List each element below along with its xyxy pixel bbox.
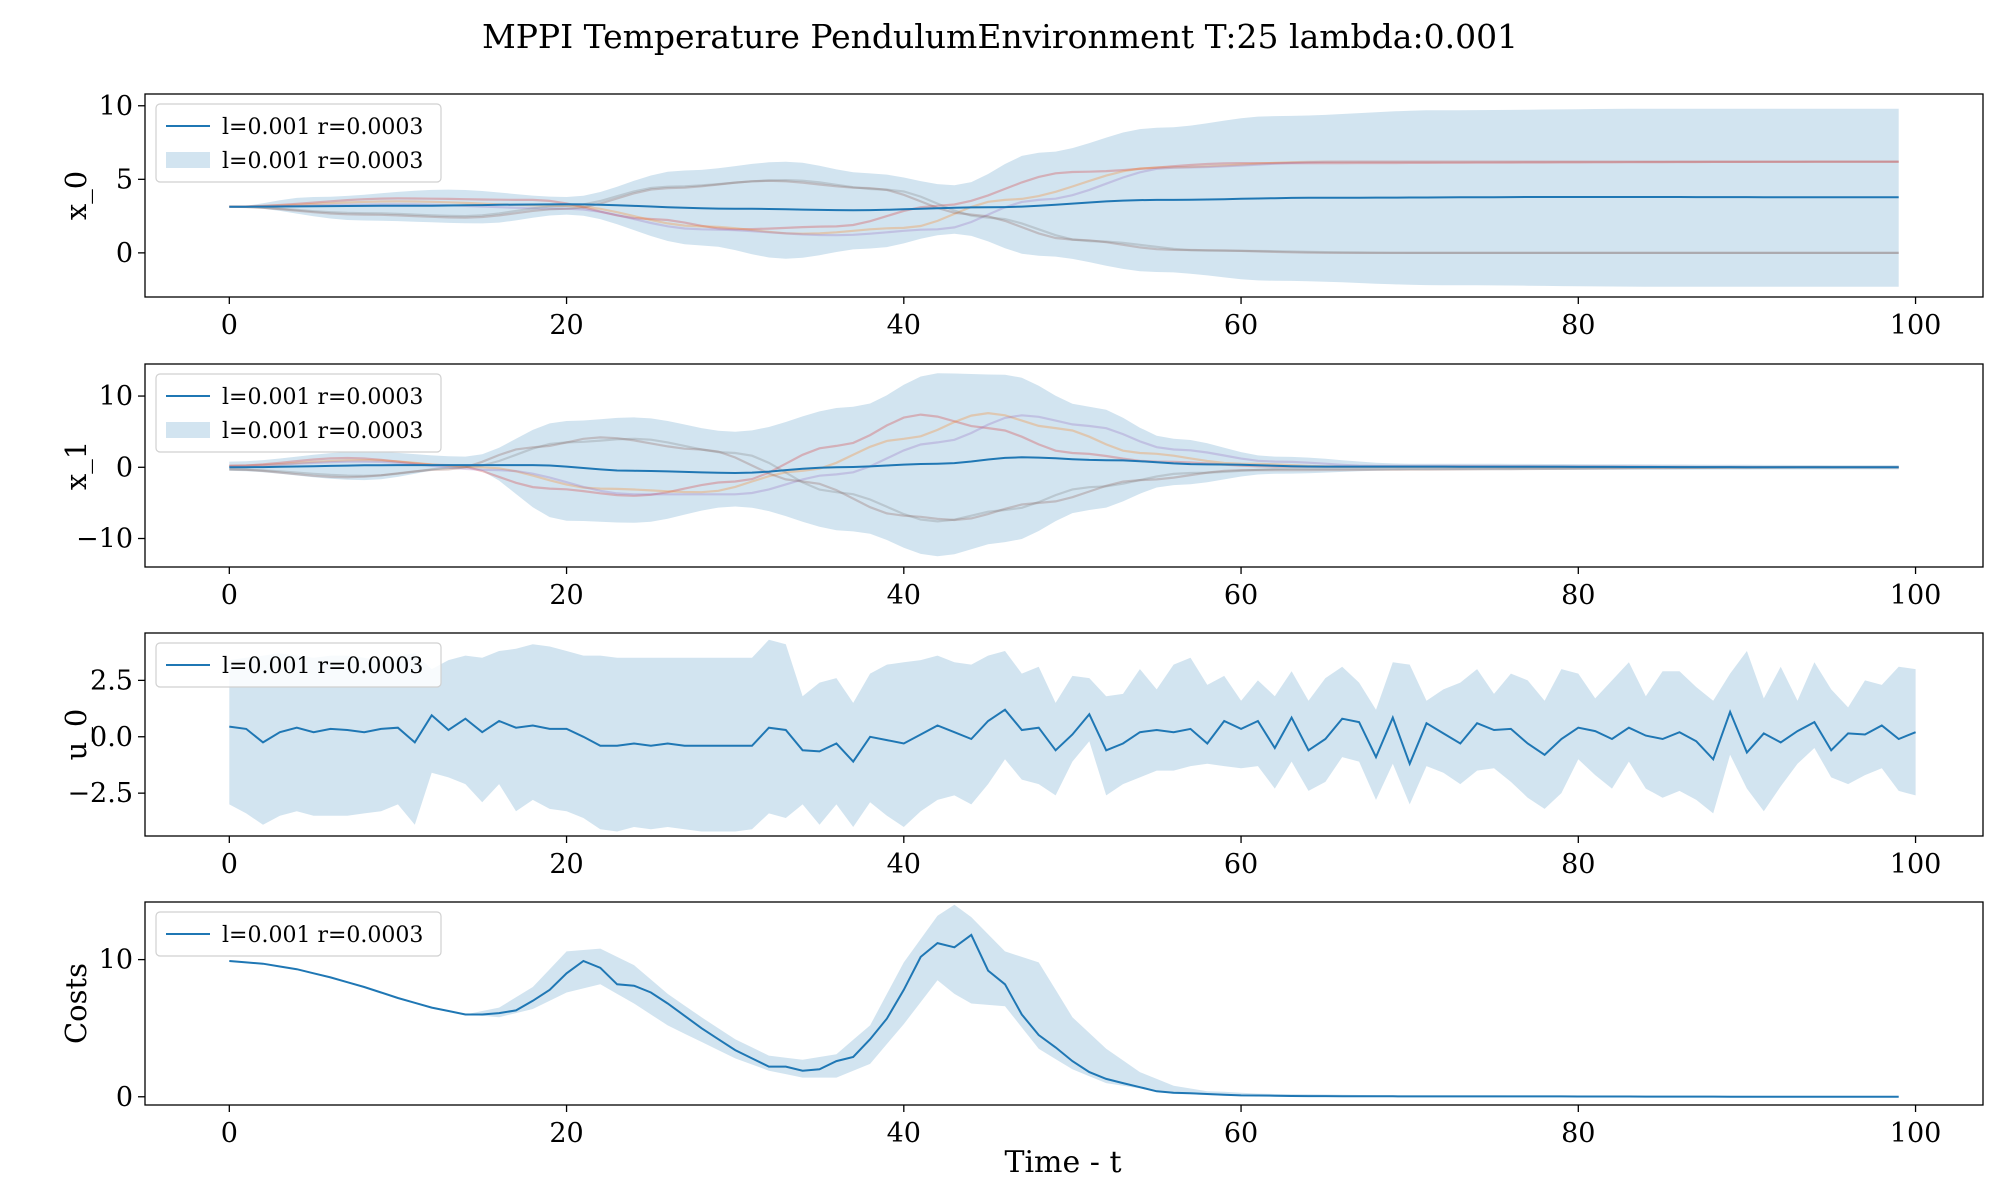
x-tick-label: 40 [887, 849, 921, 880]
x-tick-label: 60 [1224, 849, 1258, 880]
y-tick-label: 5 [116, 164, 133, 195]
y-tick-label: −10 [76, 524, 133, 555]
x-axis-label: Time - t [1004, 1145, 1121, 1180]
x-tick-label: 20 [549, 1118, 583, 1149]
y-axis-label: u_0 [59, 709, 94, 761]
y-axis-label: Costs [59, 963, 93, 1044]
legend-band-swatch [166, 152, 210, 168]
y-tick-label: −2.5 [67, 778, 133, 809]
x-tick-label: 60 [1224, 310, 1258, 341]
y-axis-label: x_0 [59, 171, 94, 220]
u0-subplot: 0 20 40 60 80 100 −2.5 0.0 2.5 u_0 l=0.001 r=0.000… [59, 633, 1983, 880]
x-tick-label: 0 [221, 849, 238, 880]
x-tick-label: 40 [887, 310, 921, 341]
x-tick-label: 60 [1224, 580, 1258, 611]
legend-label: l=0.001 r=0.0003 [222, 419, 423, 444]
legend: l=0.001 r=0.0003 [156, 643, 441, 687]
x-tick-label: 20 [549, 310, 583, 341]
x-tick-label: 80 [1561, 849, 1595, 880]
legend-label: l=0.001 r=0.0003 [222, 149, 423, 174]
x-tick-label: 100 [1890, 580, 1942, 611]
y-tick-label: 2.5 [90, 665, 133, 696]
y-tick-label: 10 [99, 91, 133, 122]
x-tick-label: 80 [1561, 580, 1595, 611]
x-tick-label: 40 [887, 1118, 921, 1149]
y-tick-label: 0.0 [90, 722, 133, 753]
legend-label: l=0.001 r=0.0003 [222, 385, 423, 410]
legend: l=0.001 r=0.0003 [156, 912, 441, 956]
legend-label: l=0.001 r=0.0003 [222, 115, 423, 140]
y-tick-label: 0 [116, 452, 133, 483]
x-tick-label: 100 [1890, 1118, 1942, 1149]
x-tick-label: 40 [887, 580, 921, 611]
x-tick-label: 0 [221, 1118, 238, 1149]
legend-band-swatch [166, 422, 210, 438]
x-tick-label: 100 [1890, 310, 1942, 341]
x-tick-label: 20 [549, 580, 583, 611]
x-tick-label: 80 [1561, 310, 1595, 341]
x-tick-label: 60 [1224, 1118, 1258, 1149]
y-tick-label: 0 [116, 238, 133, 269]
legend-label: l=0.001 r=0.0003 [222, 654, 423, 679]
x-tick-label: 0 [221, 580, 238, 611]
y-tick-label: 0 [116, 1082, 133, 1113]
y-tick-label: 10 [99, 381, 133, 412]
legend: l=0.001 r=0.0003 l=0.001 r=0.0003 [156, 374, 441, 452]
figure-title: MPPI Temperature PendulumEnvironment T:2… [482, 17, 1518, 56]
x-tick-label: 80 [1561, 1118, 1595, 1149]
x-tick-label: 20 [549, 849, 583, 880]
y-tick-label: 10 [99, 945, 133, 976]
x-tick-label: 0 [221, 310, 238, 341]
std-band [229, 905, 1898, 1097]
legend-label: l=0.001 r=0.0003 [222, 923, 423, 948]
legend: l=0.001 r=0.0003 l=0.001 r=0.0003 [156, 104, 441, 182]
x-tick-label: 100 [1890, 849, 1942, 880]
y-axis-label: x_1 [59, 441, 94, 490]
